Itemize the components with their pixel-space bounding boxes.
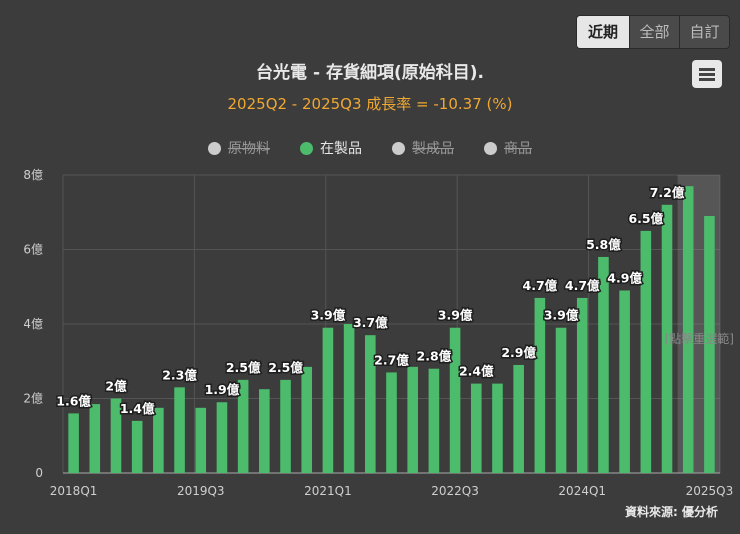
legend-dot-icon — [208, 141, 221, 155]
x-tick-label: 2024Q1 — [558, 484, 606, 498]
y-tick-label: 8億 — [23, 168, 43, 182]
data-label: 2.9億 — [501, 345, 536, 360]
range-tab-custom[interactable]: 自訂 — [679, 16, 729, 48]
legend-item-raw-materials[interactable]: 原物料 — [208, 138, 270, 158]
bar-2025Q3 — [704, 215, 715, 473]
chart-title: 台光電 - 存貨細項(原始科目). — [256, 63, 484, 83]
y-tick-label: 6億 — [23, 243, 43, 257]
data-label: 1.6億 — [56, 393, 91, 408]
legend-item-merchandise[interactable]: 商品 — [484, 138, 532, 158]
bar-2024Q2 — [598, 256, 609, 473]
bar-2019Q4 — [216, 402, 228, 473]
legend-label: 在製品 — [320, 141, 362, 157]
bar-2018Q1 — [68, 413, 79, 473]
data-label: 2.8億 — [417, 349, 452, 364]
legend-item-work-in-progress[interactable]: 在製品 — [300, 138, 362, 158]
data-label: 3.9億 — [544, 308, 579, 323]
range-tab-all[interactable]: 全部 — [629, 16, 679, 48]
bar-2020Q3 — [280, 379, 291, 473]
bar-2024Q4 — [640, 230, 652, 473]
data-label: 2億 — [105, 379, 127, 394]
bar-2021Q4 — [386, 372, 397, 473]
bar-2024Q3 — [619, 290, 630, 473]
x-tick-label: 2018Q1 — [50, 484, 98, 498]
legend-label: 商品 — [504, 141, 532, 157]
bar-2021Q3 — [365, 335, 376, 473]
bar-2018Q3 — [110, 398, 122, 473]
data-label: 4.7億 — [523, 278, 558, 293]
bar-2023Q1 — [492, 383, 503, 473]
bar-2020Q4 — [301, 366, 313, 473]
data-label: 4.7億 — [565, 278, 600, 293]
y-tick-label: 0 — [35, 466, 43, 480]
x-tick-label: 2022Q3 — [431, 484, 479, 498]
range-selector: 近期 全部 自訂 — [576, 15, 730, 49]
bar-2018Q2 — [89, 404, 101, 473]
y-tick-label: 2億 — [23, 392, 43, 406]
bar-2019Q3 — [195, 407, 207, 473]
data-label: 2.4億 — [459, 364, 494, 379]
bar-2024Q1 — [576, 297, 588, 473]
range-tab-recent[interactable]: 近期 — [577, 16, 629, 48]
legend-dot-icon — [392, 141, 405, 155]
data-label: 3.7億 — [353, 315, 388, 330]
bar-2023Q4 — [555, 327, 567, 473]
bar-2021Q2 — [343, 324, 355, 473]
data-label: 1.9億 — [205, 382, 240, 397]
data-label: 4.9億 — [607, 270, 642, 285]
data-label: 5.8億 — [586, 237, 621, 252]
bar-2022Q1 — [407, 366, 418, 473]
data-label: 3.9億 — [311, 308, 346, 323]
x-tick-label: 2025Q3 — [686, 484, 734, 498]
legend-dot-icon — [300, 141, 313, 155]
bar-2018Q4 — [131, 420, 143, 473]
legend-label: 製成品 — [412, 141, 454, 157]
x-tick-label: 2021Q1 — [304, 484, 352, 498]
hamburger-menu-icon[interactable] — [692, 60, 722, 88]
bar-2025Q1 — [661, 204, 673, 474]
zoom-hint: [點擊重選範] — [665, 331, 734, 346]
bar-2022Q4 — [470, 383, 482, 473]
data-label: 2.5億 — [226, 360, 261, 375]
legend: 原物料 在製品 製成品 商品 — [0, 138, 740, 158]
legend-item-finished-goods[interactable]: 製成品 — [392, 138, 454, 158]
bar-2019Q1 — [153, 407, 164, 473]
legend-dot-icon — [484, 141, 497, 155]
source-credit: 資料來源: 優分析 — [625, 505, 718, 519]
bar-2023Q2 — [513, 364, 524, 473]
bar-2020Q2 — [259, 389, 270, 473]
bar-2025Q2 — [682, 186, 694, 474]
chart-subtitle: 2025Q2 - 2025Q3 成長率 = -10.37 (%) — [227, 95, 513, 113]
data-label: 2.5億 — [268, 360, 303, 375]
data-label: 1.4億 — [120, 401, 155, 416]
legend-label: 原物料 — [228, 141, 270, 157]
bar-2023Q3 — [534, 297, 546, 473]
bar-2020Q1 — [237, 379, 249, 473]
bar-2022Q3 — [449, 327, 461, 473]
y-tick-label: 4億 — [23, 317, 43, 331]
bar-2022Q2 — [428, 368, 440, 473]
bar-2021Q1 — [322, 327, 334, 473]
data-label: 2.3億 — [162, 367, 197, 382]
data-label: 2.7億 — [374, 352, 409, 367]
data-label: 7.2億 — [650, 185, 685, 200]
bar-2019Q2 — [174, 387, 185, 473]
data-label: 3.9億 — [438, 308, 473, 323]
data-label: 6.5億 — [628, 211, 663, 226]
x-tick-label: 2019Q3 — [177, 484, 225, 498]
